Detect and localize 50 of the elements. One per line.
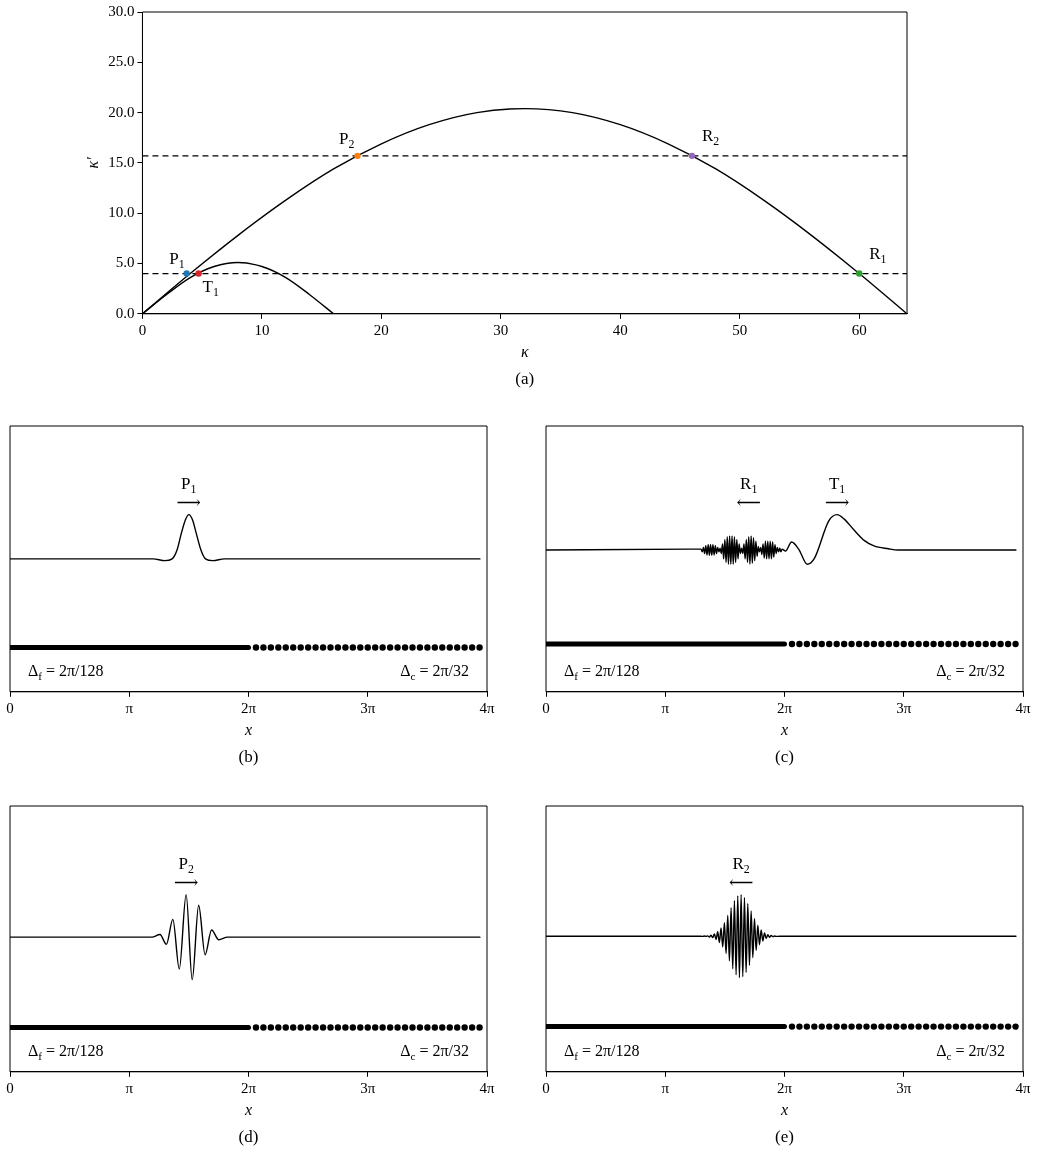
y-tick-label: 0.0 bbox=[115, 304, 135, 321]
x-tick-label: 3π bbox=[896, 699, 912, 716]
x-tick-label: 3π bbox=[360, 699, 376, 716]
text: (c) bbox=[775, 747, 794, 767]
x-tick-label: π bbox=[125, 1079, 134, 1096]
x-axis-title: x bbox=[779, 720, 789, 738]
x-axis-title: κ bbox=[520, 342, 529, 360]
x-tick-label: 2π bbox=[240, 1079, 257, 1096]
x-axis-title: x bbox=[243, 1100, 253, 1118]
x-tick-label: 50 bbox=[732, 321, 748, 338]
x-tick-label: 30 bbox=[493, 321, 509, 338]
annotation: ⟶ bbox=[176, 492, 201, 512]
x-tick-label: 3π bbox=[896, 1079, 912, 1096]
x-tick-label: 0 bbox=[6, 1079, 14, 1096]
y-axis-title: κ′ bbox=[83, 156, 101, 169]
text: (b) bbox=[238, 747, 259, 767]
x-tick-label: 3π bbox=[360, 1079, 376, 1096]
annotation: ⟵ bbox=[728, 872, 754, 892]
x-tick-label: 4π bbox=[1015, 1079, 1031, 1096]
annotation: ⟵ bbox=[736, 492, 761, 512]
x-tick-label: 60 bbox=[851, 321, 867, 338]
x-tick-label: 0 bbox=[6, 699, 14, 716]
x-axis-title: x bbox=[779, 1100, 789, 1118]
annotation: ⟶ bbox=[173, 872, 199, 892]
x-tick-label: 2π bbox=[240, 699, 257, 716]
x-tick-label: 4π bbox=[479, 699, 495, 716]
y-tick-label: 25.0 bbox=[108, 53, 135, 70]
y-tick-label: 30.0 bbox=[108, 2, 135, 19]
x-tick-label: 10 bbox=[254, 321, 270, 338]
y-tick-label: 5.0 bbox=[115, 254, 135, 271]
x-tick-label: 40 bbox=[612, 321, 628, 338]
annotation: ⟶ bbox=[824, 492, 850, 512]
x-tick-label: π bbox=[125, 699, 134, 716]
x-axis-title: x bbox=[243, 720, 253, 738]
text: (e) bbox=[775, 1127, 794, 1147]
x-tick-label: 2π bbox=[776, 1079, 793, 1096]
text: (d) bbox=[238, 1127, 259, 1147]
y-tick-label: 10.0 bbox=[108, 204, 135, 221]
x-tick-label: 0 bbox=[138, 321, 147, 338]
x-tick-label: 4π bbox=[479, 1079, 495, 1096]
x-tick-label: 0 bbox=[542, 699, 550, 716]
x-tick-label: π bbox=[661, 1079, 670, 1096]
y-tick-label: 15.0 bbox=[108, 153, 135, 170]
x-tick-label: 20 bbox=[373, 321, 389, 338]
text: (a) bbox=[515, 369, 535, 389]
y-tick-label: 20.0 bbox=[108, 103, 135, 120]
x-tick-label: 2π bbox=[776, 699, 793, 716]
x-tick-label: 4π bbox=[1015, 699, 1031, 716]
x-tick-label: π bbox=[661, 699, 670, 716]
x-tick-label: 0 bbox=[542, 1079, 550, 1096]
